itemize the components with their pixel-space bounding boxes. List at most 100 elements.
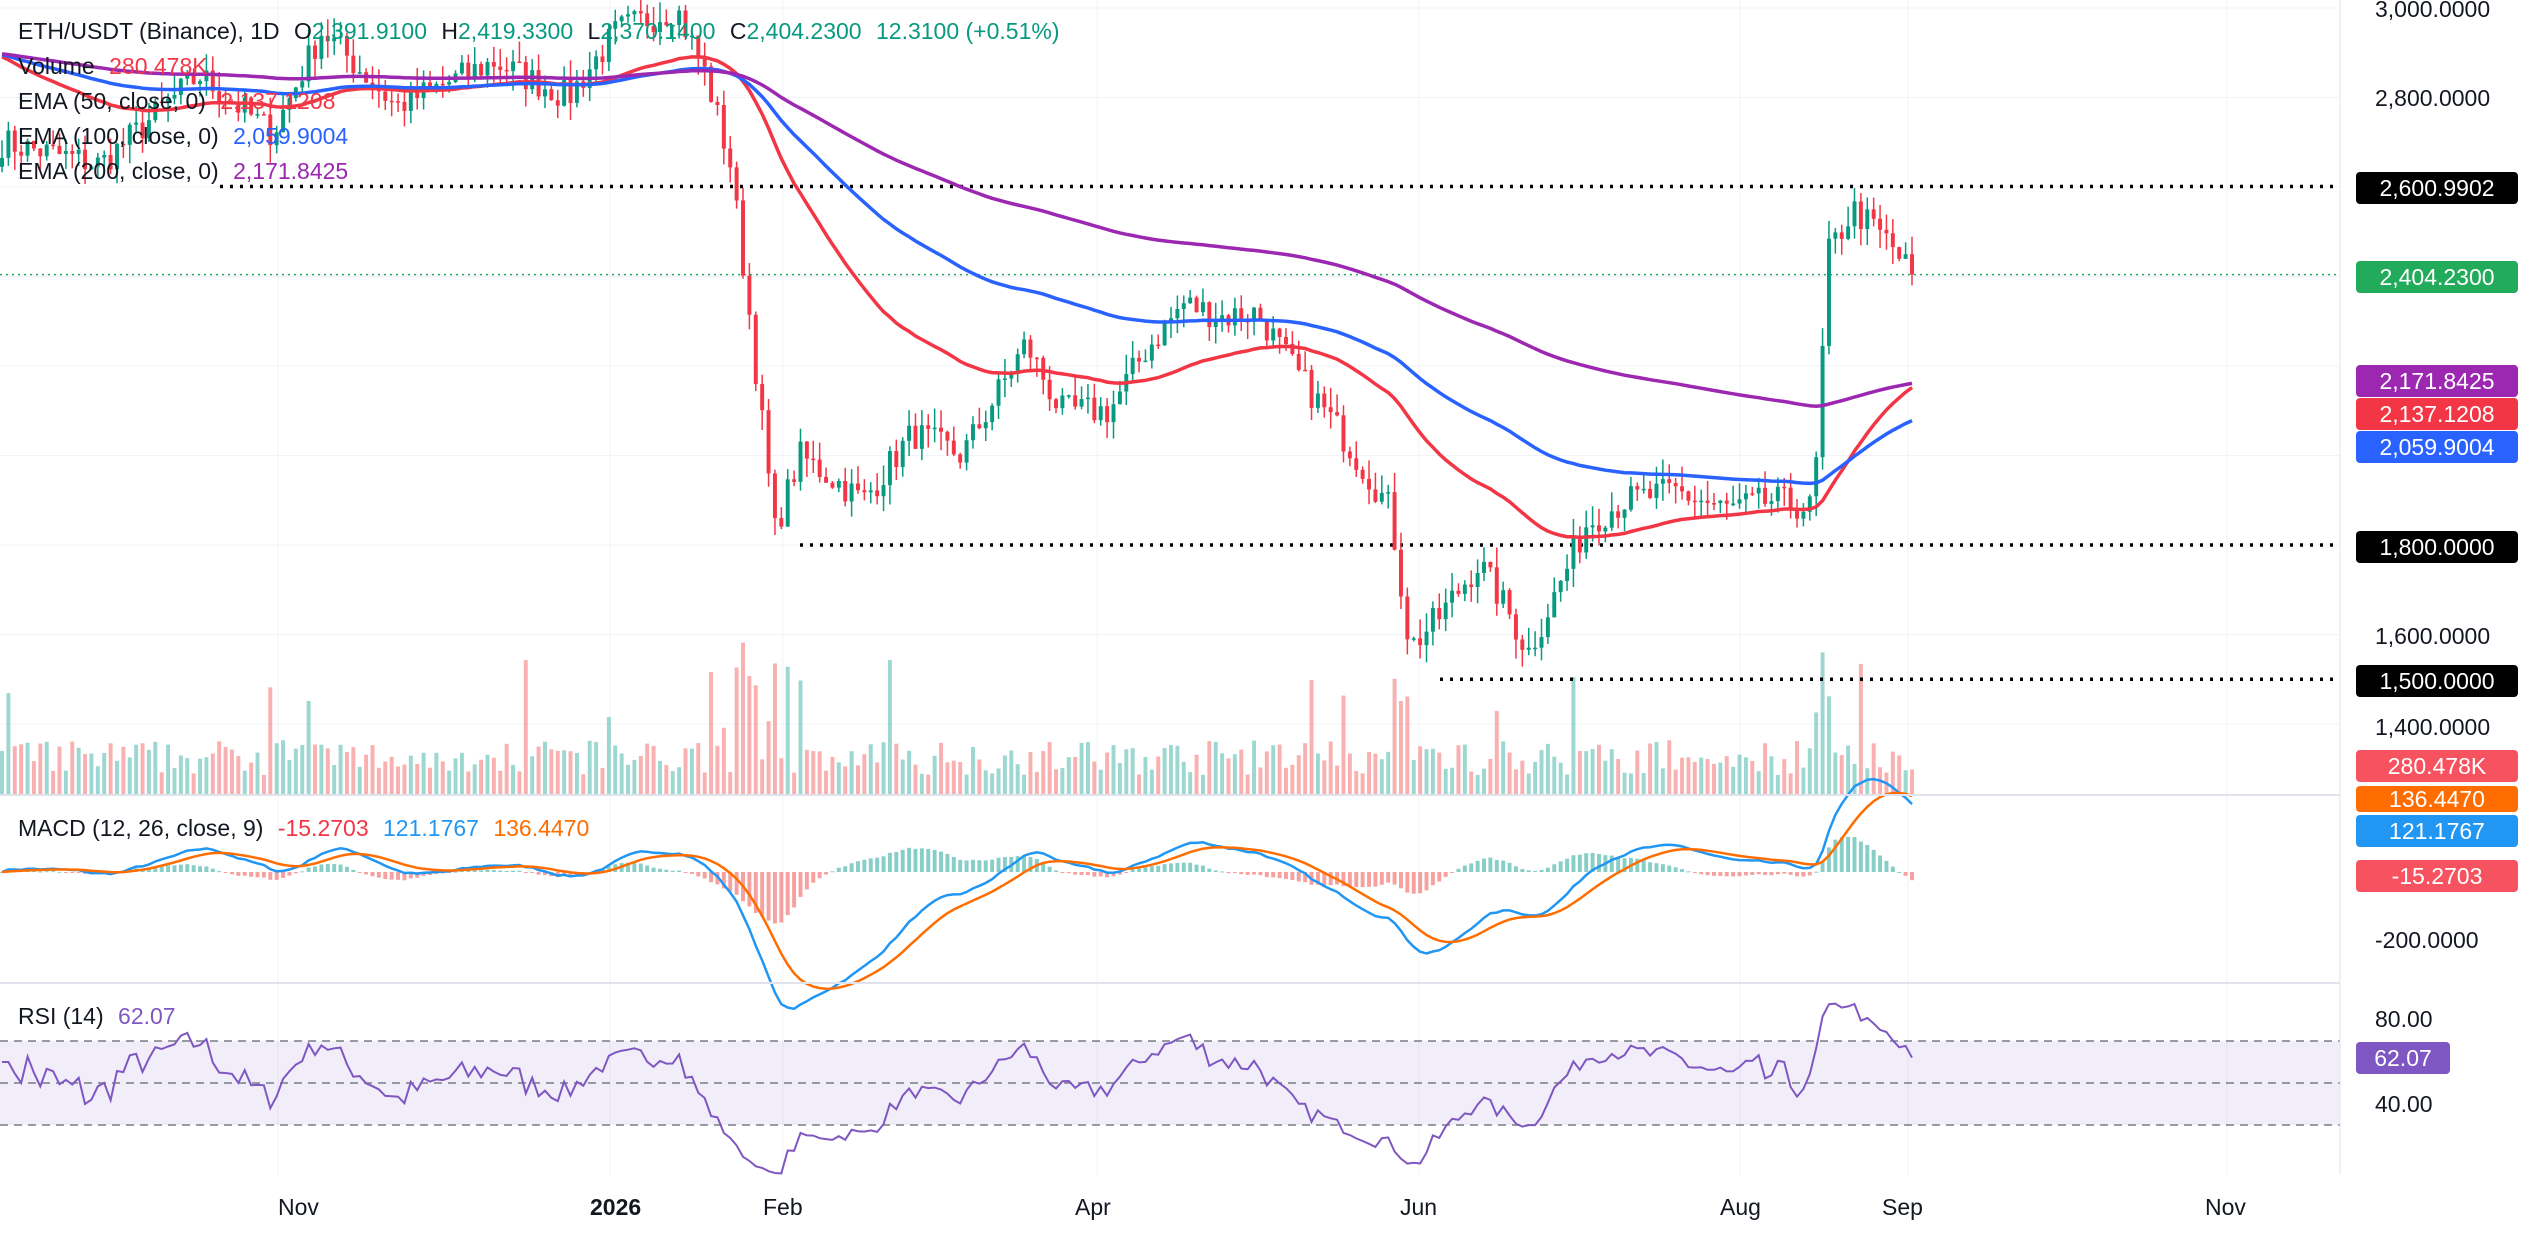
macd-hist-bar bbox=[236, 872, 241, 876]
macd-hist-bar bbox=[747, 872, 752, 907]
macd-hist-value: -15.2703 bbox=[277, 815, 369, 841]
candle-body bbox=[434, 83, 439, 87]
candle-body bbox=[440, 83, 445, 86]
macd-hist-bar bbox=[1488, 857, 1493, 872]
volume-bar bbox=[396, 766, 401, 795]
volume-bar bbox=[887, 659, 892, 795]
volume-bar bbox=[1073, 756, 1078, 795]
macd-hist-bar bbox=[530, 872, 535, 873]
macd-hist-bar bbox=[1047, 866, 1052, 872]
candle-body bbox=[1750, 493, 1755, 495]
candle-body bbox=[849, 483, 854, 502]
candle-body bbox=[913, 425, 918, 449]
volume-bar bbox=[185, 758, 190, 795]
candle-body bbox=[1820, 345, 1825, 458]
candle-body bbox=[1450, 590, 1455, 603]
macd-hist-bar bbox=[1105, 872, 1110, 878]
volume-bar bbox=[1015, 764, 1020, 795]
candle-body bbox=[1718, 500, 1723, 504]
candle-body bbox=[1443, 602, 1448, 620]
volume-bar bbox=[51, 770, 56, 795]
volume-bar bbox=[900, 759, 905, 795]
volume-bar bbox=[1903, 770, 1908, 795]
candle-body bbox=[1731, 503, 1736, 506]
macd-hist-bar bbox=[1079, 872, 1084, 875]
macd-hist-bar bbox=[485, 869, 490, 872]
candle-body bbox=[1680, 486, 1685, 492]
volume-bar bbox=[1501, 741, 1506, 795]
macd-hist-bar bbox=[217, 871, 222, 873]
macd-hist-bar bbox=[1501, 860, 1506, 872]
volume-bar bbox=[753, 685, 758, 795]
volume-bar bbox=[370, 745, 375, 795]
candle-body bbox=[1149, 344, 1154, 361]
macd-hist-bar bbox=[651, 867, 656, 872]
volume-bar bbox=[804, 749, 809, 795]
volume-bar bbox=[849, 751, 854, 795]
volume-bar bbox=[70, 741, 75, 795]
volume-bar bbox=[1475, 774, 1480, 795]
candle-body bbox=[907, 425, 912, 441]
candle-body bbox=[702, 58, 707, 67]
volume-bar bbox=[1871, 743, 1876, 795]
volume-bar bbox=[1711, 763, 1716, 795]
volume-bar bbox=[313, 744, 317, 795]
volume-bar bbox=[1105, 752, 1110, 795]
candle-body bbox=[1501, 590, 1506, 604]
macd-hist-bar bbox=[523, 872, 528, 873]
volume-bar bbox=[1124, 749, 1129, 795]
volume-bar bbox=[89, 753, 94, 795]
macd-hist-bar bbox=[766, 872, 771, 921]
volume-bar bbox=[293, 748, 298, 795]
volume-bar bbox=[1309, 680, 1314, 795]
candle-body bbox=[887, 451, 892, 486]
candle-body bbox=[121, 143, 126, 146]
macd-hist-bar bbox=[1373, 872, 1378, 887]
macd-hist-bar bbox=[1296, 872, 1301, 882]
volume-bar bbox=[1328, 741, 1333, 795]
candle-body bbox=[1232, 308, 1237, 326]
volume-bar bbox=[102, 752, 107, 795]
volume-bar bbox=[1507, 752, 1512, 795]
candle-body bbox=[1756, 487, 1761, 494]
candle-body bbox=[1520, 639, 1525, 650]
volume-bar bbox=[402, 764, 407, 795]
candle-body bbox=[1284, 336, 1288, 345]
macd-hist-bar bbox=[1418, 872, 1423, 894]
macd-hist-bar bbox=[306, 867, 311, 872]
macd-hist-bar bbox=[1073, 872, 1078, 875]
volume-bar bbox=[970, 746, 975, 795]
volume-bar bbox=[300, 744, 305, 795]
volume-bar bbox=[664, 764, 669, 795]
macd-hist-bar bbox=[466, 870, 471, 872]
volume-bar bbox=[1648, 743, 1653, 795]
candle-body bbox=[325, 35, 330, 42]
volume-bar bbox=[31, 761, 36, 795]
macd-hist-bar bbox=[721, 872, 726, 889]
macd-hist-bar bbox=[1814, 871, 1819, 873]
macd-hist-bar bbox=[351, 869, 356, 872]
candle-body bbox=[824, 476, 829, 483]
volume-bar bbox=[421, 752, 426, 795]
volume-bar bbox=[1788, 773, 1793, 795]
macd-hist-bar bbox=[1871, 849, 1876, 872]
volume-bar bbox=[1667, 740, 1672, 795]
macd-hist-bar bbox=[881, 856, 886, 872]
macd-hist-bar bbox=[939, 851, 944, 872]
macd-hist-bar bbox=[919, 848, 924, 872]
macd-hist-bar bbox=[1245, 872, 1250, 875]
symbol-title: ETH/USDT (Binance), 1D bbox=[18, 18, 280, 44]
volume-bar bbox=[338, 744, 343, 795]
candle-body bbox=[798, 441, 803, 482]
macd-hist-bar bbox=[1475, 860, 1480, 872]
volume-bar bbox=[645, 743, 650, 795]
candle-body bbox=[1488, 561, 1493, 568]
volume-bar bbox=[1009, 750, 1014, 795]
macd-hist-bar bbox=[626, 862, 630, 872]
macd-hist-bar bbox=[645, 865, 650, 872]
candle-body bbox=[313, 45, 317, 59]
candle-body bbox=[1513, 614, 1518, 640]
volume-bar bbox=[1315, 753, 1320, 795]
macd-hist-bar bbox=[1533, 870, 1538, 872]
